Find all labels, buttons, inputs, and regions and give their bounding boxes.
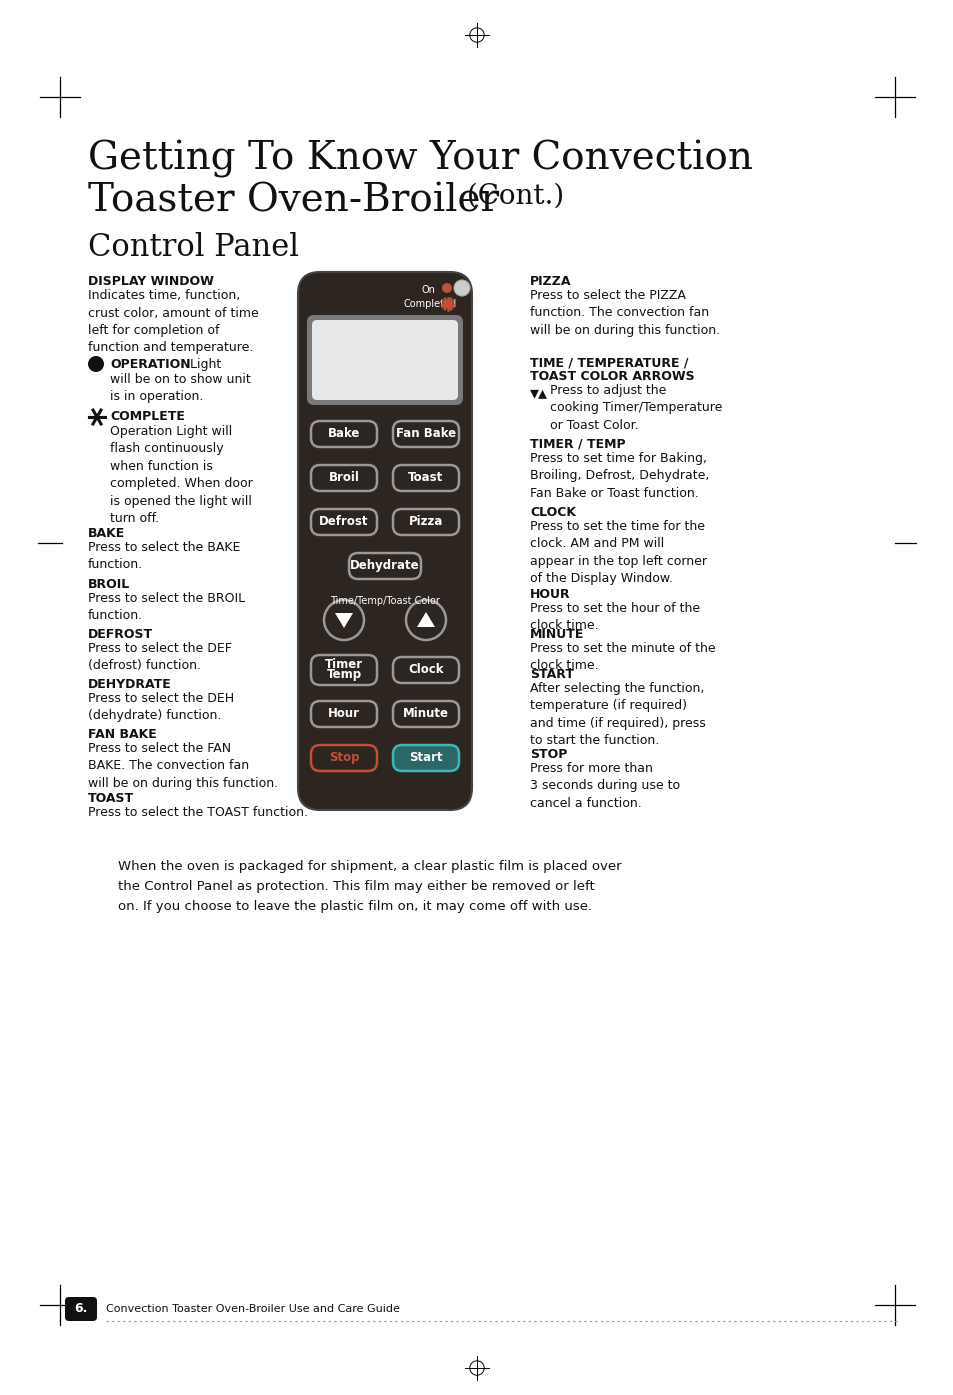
Text: Toast: Toast bbox=[408, 472, 443, 484]
FancyBboxPatch shape bbox=[312, 319, 457, 400]
Text: Toaster Oven-Broiler: Toaster Oven-Broiler bbox=[88, 183, 498, 220]
Text: COMPLETE: COMPLETE bbox=[110, 410, 185, 423]
Text: Press to select the FAN
BAKE. The convection fan
will be on during this function: Press to select the FAN BAKE. The convec… bbox=[88, 742, 278, 790]
Text: Operation Light will
flash continuously
when function is
completed. When door
is: Operation Light will flash continuously … bbox=[110, 425, 253, 526]
FancyBboxPatch shape bbox=[393, 745, 458, 771]
Text: Press to select the DEF
(defrost) function.: Press to select the DEF (defrost) functi… bbox=[88, 642, 232, 672]
Text: Press to adjust the
cooking Timer/Temperature
or Toast Color.: Press to adjust the cooking Timer/Temper… bbox=[550, 384, 721, 432]
Circle shape bbox=[454, 280, 470, 296]
Text: Convection Toaster Oven-Broiler Use and Care Guide: Convection Toaster Oven-Broiler Use and … bbox=[106, 1304, 399, 1314]
Text: CLOCK: CLOCK bbox=[530, 506, 576, 519]
Text: DEFROST: DEFROST bbox=[88, 628, 153, 640]
Text: Press to select the BAKE
function.: Press to select the BAKE function. bbox=[88, 541, 240, 572]
Text: Bake: Bake bbox=[328, 427, 360, 441]
Text: Press to select the DEH
(dehydrate) function.: Press to select the DEH (dehydrate) func… bbox=[88, 692, 233, 723]
Text: Control Panel: Control Panel bbox=[88, 232, 298, 264]
FancyBboxPatch shape bbox=[393, 421, 458, 446]
FancyBboxPatch shape bbox=[393, 657, 458, 684]
Text: ▾▴: ▾▴ bbox=[530, 384, 547, 402]
Circle shape bbox=[324, 600, 364, 640]
Text: Press to set the hour of the
clock time.: Press to set the hour of the clock time. bbox=[530, 603, 700, 632]
Text: FAN BAKE: FAN BAKE bbox=[88, 728, 156, 741]
FancyBboxPatch shape bbox=[311, 745, 376, 771]
Circle shape bbox=[88, 356, 104, 372]
Polygon shape bbox=[416, 612, 435, 626]
Text: TOAST: TOAST bbox=[88, 792, 134, 805]
Text: Pizza: Pizza bbox=[409, 516, 443, 529]
Text: Press to set time for Baking,
Broiling, Defrost, Dehydrate,
Fan Bake or Toast fu: Press to set time for Baking, Broiling, … bbox=[530, 452, 709, 499]
Text: Press to set the minute of the
clock time.: Press to set the minute of the clock tim… bbox=[530, 642, 715, 672]
Text: TIMER / TEMP: TIMER / TEMP bbox=[530, 438, 625, 451]
FancyBboxPatch shape bbox=[311, 509, 376, 536]
Text: When the oven is packaged for shipment, a clear plastic film is placed over
the : When the oven is packaged for shipment, … bbox=[118, 859, 621, 912]
FancyBboxPatch shape bbox=[311, 702, 376, 727]
Text: Hour: Hour bbox=[328, 707, 359, 720]
FancyBboxPatch shape bbox=[311, 656, 376, 685]
FancyBboxPatch shape bbox=[311, 465, 376, 491]
Text: Defrost: Defrost bbox=[319, 516, 369, 529]
Text: Time/Temp/Toast Color: Time/Temp/Toast Color bbox=[330, 596, 439, 605]
FancyBboxPatch shape bbox=[297, 272, 472, 810]
Text: PIZZA: PIZZA bbox=[530, 275, 571, 287]
Text: Minute: Minute bbox=[402, 707, 449, 720]
Text: Press for more than
3 seconds during use to
cancel a function.: Press for more than 3 seconds during use… bbox=[530, 762, 679, 810]
Text: Timer: Timer bbox=[325, 658, 363, 671]
Text: (Cont.): (Cont.) bbox=[457, 183, 563, 211]
FancyBboxPatch shape bbox=[393, 465, 458, 491]
Text: Press to select the PIZZA
function. The convection fan
will be on during this fu: Press to select the PIZZA function. The … bbox=[530, 289, 720, 338]
Text: Indicates time, function,
crust color, amount of time
left for completion of
fun: Indicates time, function, crust color, a… bbox=[88, 289, 258, 354]
Text: Fan Bake: Fan Bake bbox=[395, 427, 456, 441]
Text: After selecting the function,
temperature (if required)
and time (if required), : After selecting the function, temperatur… bbox=[530, 682, 705, 748]
FancyBboxPatch shape bbox=[393, 702, 458, 727]
Text: OPERATION: OPERATION bbox=[110, 359, 191, 371]
Text: BAKE: BAKE bbox=[88, 527, 125, 540]
Text: Press to select the BROIL
function.: Press to select the BROIL function. bbox=[88, 591, 245, 622]
Polygon shape bbox=[335, 612, 353, 628]
Text: TOAST COLOR ARROWS: TOAST COLOR ARROWS bbox=[530, 370, 694, 384]
Text: Press to set the time for the
clock. AM and PM will
appear in the top left corne: Press to set the time for the clock. AM … bbox=[530, 520, 706, 586]
Text: will be on to show unit
is in operation.: will be on to show unit is in operation. bbox=[110, 372, 251, 403]
FancyBboxPatch shape bbox=[65, 1297, 97, 1321]
Text: Broil: Broil bbox=[328, 472, 359, 484]
Text: Completed: Completed bbox=[403, 299, 456, 310]
Text: HOUR: HOUR bbox=[530, 589, 570, 601]
Text: Start: Start bbox=[409, 752, 442, 764]
Text: MINUTE: MINUTE bbox=[530, 628, 584, 640]
Text: DEHYDRATE: DEHYDRATE bbox=[88, 678, 172, 691]
FancyBboxPatch shape bbox=[393, 509, 458, 536]
FancyBboxPatch shape bbox=[311, 421, 376, 446]
Text: Clock: Clock bbox=[408, 664, 443, 677]
FancyBboxPatch shape bbox=[349, 552, 420, 579]
Text: START: START bbox=[530, 668, 574, 681]
Text: Getting To Know Your Convection: Getting To Know Your Convection bbox=[88, 140, 752, 179]
Text: Press to select the TOAST function.: Press to select the TOAST function. bbox=[88, 806, 308, 819]
Text: 6.: 6. bbox=[74, 1303, 88, 1315]
Text: DISPLAY WINDOW: DISPLAY WINDOW bbox=[88, 275, 213, 287]
Text: On: On bbox=[421, 285, 436, 294]
Text: Temp: Temp bbox=[326, 668, 361, 682]
Circle shape bbox=[406, 600, 446, 640]
Text: TIME / TEMPERATURE /: TIME / TEMPERATURE / bbox=[530, 356, 688, 370]
FancyBboxPatch shape bbox=[307, 315, 462, 405]
Text: STOP: STOP bbox=[530, 748, 567, 762]
Text: BROIL: BROIL bbox=[88, 578, 131, 591]
Text: Dehydrate: Dehydrate bbox=[350, 559, 419, 572]
Text: Light: Light bbox=[186, 359, 221, 371]
Text: Stop: Stop bbox=[329, 752, 359, 764]
Circle shape bbox=[441, 283, 452, 293]
